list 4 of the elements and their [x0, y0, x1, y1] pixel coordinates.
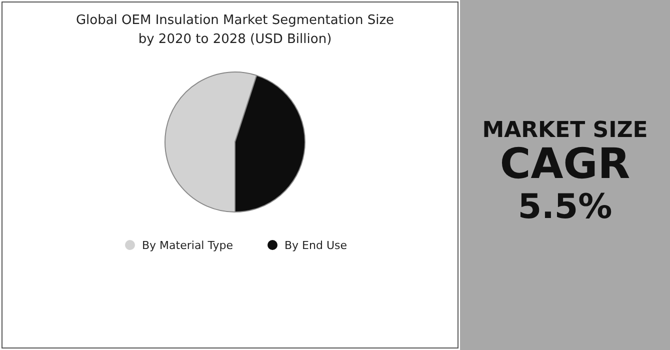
legend-label: By Material Type [142, 239, 234, 252]
text: 5.5% [518, 187, 612, 227]
chart-title: Global OEM Insulation Market Segmentation Size by 2020 to 2028 (USD Billion) [76, 13, 394, 47]
legend-label: By End Use [284, 239, 348, 252]
